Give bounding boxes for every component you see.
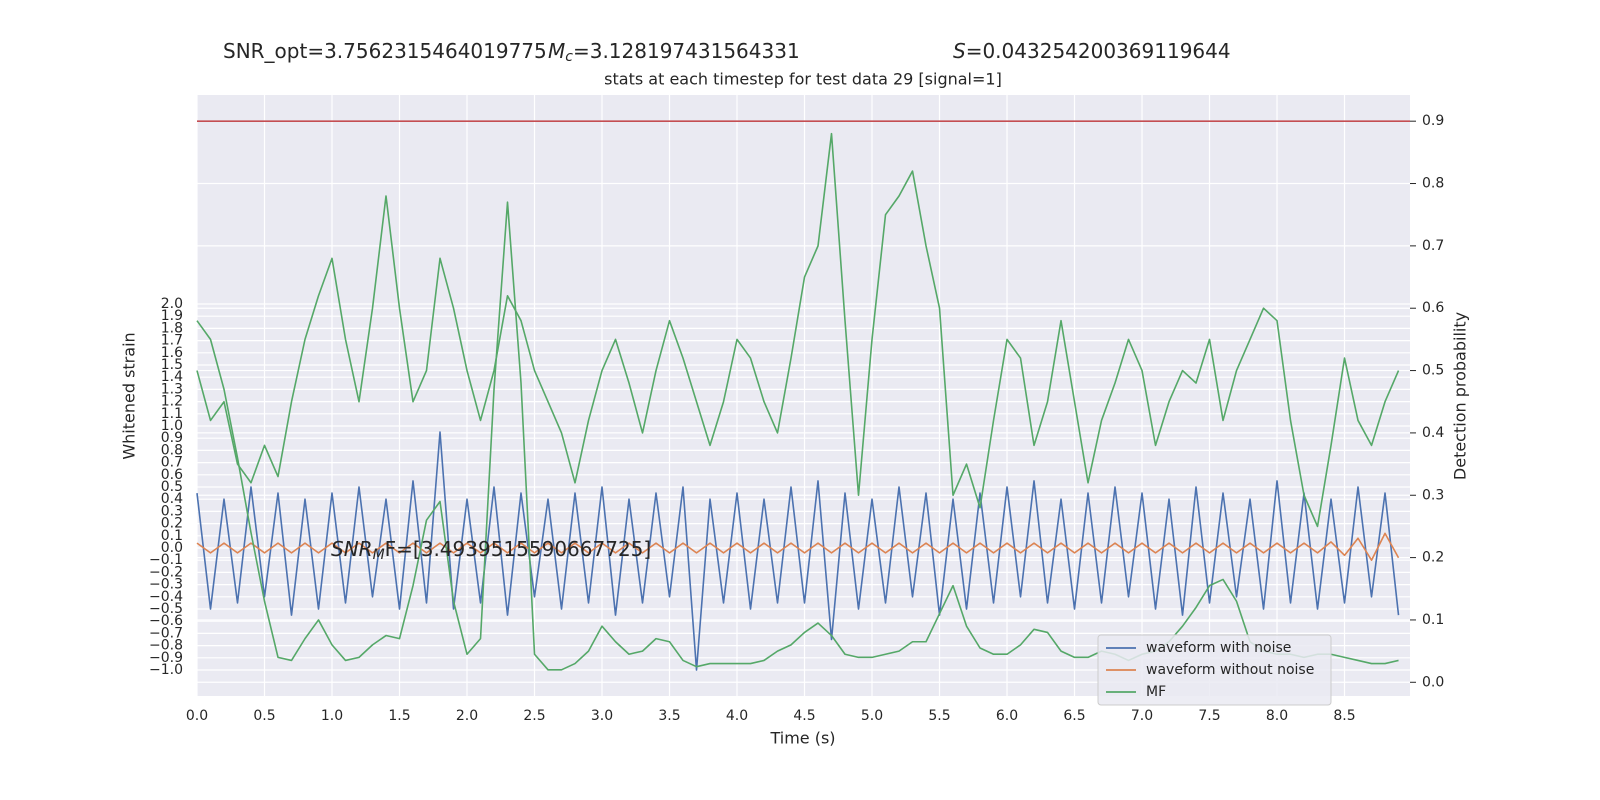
chart-title: stats at each timestep for test data 29 … bbox=[604, 70, 1002, 89]
y-tick-label: −0.8 bbox=[149, 638, 183, 654]
x-axis-label: Time (s) bbox=[769, 729, 835, 748]
series-line bbox=[196, 201, 1399, 671]
annotation: Mc=3.128197431564331 bbox=[548, 39, 800, 66]
annotation: SNR_opt=3.7562315464019775 bbox=[223, 39, 547, 63]
y-tick-label: −0.5 bbox=[149, 601, 183, 617]
x-tick-label: 0.5 bbox=[253, 708, 275, 724]
y-tick-label: 1.3 bbox=[161, 381, 183, 397]
y2-tick-label: 0.4 bbox=[1422, 425, 1444, 441]
y-tick-label: 0.7 bbox=[161, 455, 183, 471]
y-tick-label: 0.3 bbox=[161, 503, 183, 519]
x-tick-label: 6.5 bbox=[1063, 708, 1085, 724]
legend-label: MF bbox=[1146, 684, 1166, 700]
annotation-text: SNR_opt=3.7562315464019775 bbox=[223, 39, 547, 63]
y-tick-label: −0.3 bbox=[149, 577, 183, 593]
y-tick-label: −0.6 bbox=[149, 613, 183, 629]
x-tick-label: 1.5 bbox=[388, 708, 410, 724]
x-tick-label: 8.5 bbox=[1333, 708, 1355, 724]
y-tick-label: 1.5 bbox=[161, 357, 183, 373]
plot-background bbox=[197, 95, 1410, 696]
y-tick-label: −0.2 bbox=[149, 564, 183, 580]
y2-tick-label: 0.3 bbox=[1422, 487, 1444, 503]
y-tick-label: 1.2 bbox=[161, 394, 183, 410]
y2-tick-label: 0.7 bbox=[1422, 238, 1444, 254]
x-tick-label: 4.0 bbox=[726, 708, 748, 724]
annotation-text: =0.043254200369119644 bbox=[966, 39, 1231, 63]
y-tick-label: 0.0 bbox=[161, 540, 183, 556]
x-tick-label: 5.0 bbox=[861, 708, 883, 724]
y-tick-label: 1.9 bbox=[161, 308, 183, 324]
x-tick-label: 8.0 bbox=[1266, 708, 1288, 724]
annotation-symbol: M bbox=[548, 39, 565, 63]
y2-tick-label: 0.8 bbox=[1422, 176, 1444, 192]
annotation: S=0.043254200369119644 bbox=[953, 39, 1231, 63]
y2-tick-label: 0.9 bbox=[1422, 113, 1444, 129]
annotation: SNRMF=[3.4939515590667725] bbox=[331, 537, 651, 564]
x-tick-label: 6.0 bbox=[996, 708, 1018, 724]
y-tick-label: −1.0 bbox=[149, 662, 183, 678]
y-tick-label: −0.4 bbox=[149, 589, 183, 605]
y2-tick-label: 0.2 bbox=[1422, 550, 1444, 566]
y2-axis-label: Detection probability bbox=[1451, 312, 1470, 480]
legend-box bbox=[1097, 634, 1332, 706]
annotation-subscript: c bbox=[565, 49, 573, 65]
annotation-text: F=[3.4939515590667725] bbox=[385, 537, 652, 561]
y-tick-label: −0.1 bbox=[149, 552, 183, 568]
y-tick-label: 0.9 bbox=[161, 430, 183, 446]
x-tick-label: 3.0 bbox=[591, 708, 613, 724]
x-tick-label: 0.0 bbox=[186, 708, 208, 724]
y-tick-label: 0.2 bbox=[161, 516, 183, 532]
y-tick-label: 0.8 bbox=[161, 442, 183, 458]
y2-tick-label: 0.5 bbox=[1422, 363, 1444, 379]
y2-tick-label: 0.1 bbox=[1422, 612, 1444, 628]
y-tick-label: 1.4 bbox=[161, 369, 183, 385]
y-tick-label: 0.4 bbox=[161, 491, 183, 507]
x-tick-label: 7.5 bbox=[1198, 708, 1220, 724]
series-line bbox=[196, 431, 1400, 671]
legend-label: waveform with noise bbox=[1146, 640, 1291, 656]
y2-tick-label: 0.6 bbox=[1422, 300, 1444, 316]
annotation-symbol: S bbox=[953, 39, 966, 63]
y-tick-label: −0.9 bbox=[149, 650, 183, 666]
x-tick-label: 2.0 bbox=[456, 708, 478, 724]
series-line bbox=[196, 532, 1400, 562]
y-tick-label: 0.1 bbox=[161, 528, 183, 544]
y-axis-label: Whitened strain bbox=[120, 332, 139, 459]
y-tick-label: 0.5 bbox=[161, 479, 183, 495]
annotation-symbol: SNR bbox=[331, 537, 373, 561]
y-tick-label: 1.8 bbox=[161, 320, 183, 336]
x-tick-label: 4.5 bbox=[793, 708, 815, 724]
y-tick-label: 1.7 bbox=[161, 333, 183, 349]
series-line bbox=[196, 132, 1400, 528]
y-tick-label: 1.0 bbox=[161, 418, 183, 434]
x-tick-label: 3.5 bbox=[658, 708, 680, 724]
x-tick-label: 1.0 bbox=[321, 708, 343, 724]
y-tick-label: 2.0 bbox=[161, 296, 183, 312]
y-tick-label: 1.1 bbox=[161, 406, 183, 422]
annotation-subscript: M bbox=[373, 547, 385, 563]
annotation-text: =3.128197431564331 bbox=[573, 39, 800, 63]
x-tick-label: 7.0 bbox=[1131, 708, 1153, 724]
y-tick-label: 1.6 bbox=[161, 345, 183, 361]
legend-label: waveform without noise bbox=[1146, 662, 1314, 678]
y-tick-label: −0.7 bbox=[149, 625, 183, 641]
x-tick-label: 2.5 bbox=[523, 708, 545, 724]
y2-tick-label: 0.0 bbox=[1422, 674, 1444, 690]
x-tick-label: 5.5 bbox=[928, 708, 950, 724]
y-tick-label: 0.6 bbox=[161, 467, 183, 483]
